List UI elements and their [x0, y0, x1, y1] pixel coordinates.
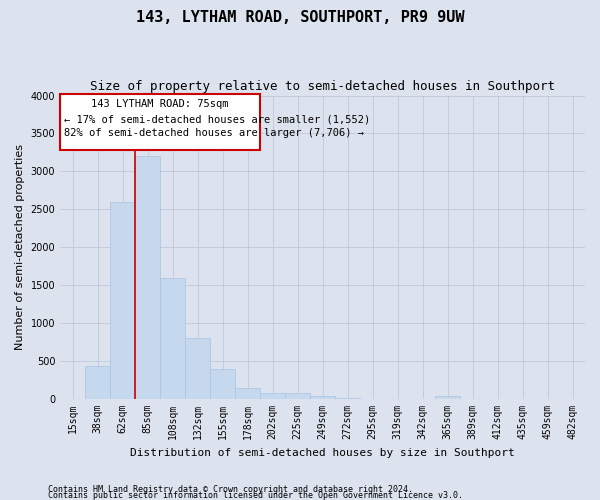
Bar — [60, 94, 260, 150]
Text: Contains HM Land Registry data © Crown copyright and database right 2024.: Contains HM Land Registry data © Crown c… — [48, 484, 413, 494]
Bar — [285, 394, 310, 399]
Text: ← 17% of semi-detached houses are smaller (1,552): ← 17% of semi-detached houses are smalle… — [64, 114, 370, 124]
Y-axis label: Number of semi-detached properties: Number of semi-detached properties — [15, 144, 25, 350]
Text: Contains public sector information licensed under the Open Government Licence v3: Contains public sector information licen… — [48, 490, 463, 500]
Text: 82% of semi-detached houses are larger (7,706) →: 82% of semi-detached houses are larger (… — [64, 128, 364, 138]
Bar — [160, 278, 185, 399]
Bar — [310, 396, 335, 399]
Bar — [335, 398, 360, 399]
X-axis label: Distribution of semi-detached houses by size in Southport: Distribution of semi-detached houses by … — [130, 448, 515, 458]
Bar — [235, 388, 260, 399]
Text: 143, LYTHAM ROAD, SOUTHPORT, PR9 9UW: 143, LYTHAM ROAD, SOUTHPORT, PR9 9UW — [136, 10, 464, 25]
Text: 143 LYTHAM ROAD: 75sqm: 143 LYTHAM ROAD: 75sqm — [91, 99, 229, 109]
Bar — [435, 396, 460, 399]
Title: Size of property relative to semi-detached houses in Southport: Size of property relative to semi-detach… — [90, 80, 555, 93]
Bar — [110, 202, 135, 399]
Bar — [260, 393, 285, 399]
Bar — [185, 338, 210, 399]
Bar — [85, 366, 110, 399]
Bar — [210, 370, 235, 399]
Bar — [135, 156, 160, 399]
